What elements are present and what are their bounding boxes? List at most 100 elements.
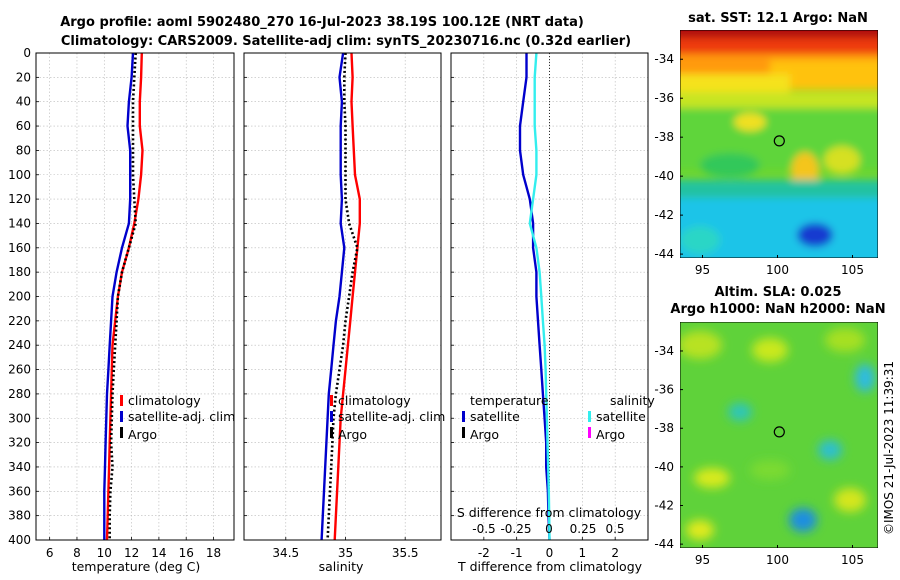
legend-blue-swatch [462, 411, 465, 422]
secondary-tick-label: 0.25 [570, 522, 597, 536]
legend-black-swatch [462, 427, 465, 438]
map-y-tick-label: -38 [654, 130, 674, 144]
legend-magenta-swatch [588, 427, 591, 438]
series-temperature-satellite [518, 53, 551, 541]
y-tick-label: 360 [8, 484, 31, 498]
y-tick-label: 60 [16, 119, 31, 133]
y-tick-label: 200 [8, 290, 31, 304]
x-tick-label: 2 [611, 546, 619, 560]
secondary-tick-label: -0.25 [500, 522, 531, 536]
legend-red-swatch [120, 395, 123, 406]
sla-map-image [680, 322, 878, 548]
map-y-tick-label: -36 [654, 383, 674, 397]
salinity-panel: 34.5 35 35.5 [243, 52, 442, 560]
legend-black-swatch [120, 427, 123, 438]
legend-salinity-head: salinity [610, 393, 655, 408]
copyright-text: ©IMOS 21-Jul-2023 11:39:31 [882, 361, 896, 535]
x-tick-label: -1 [511, 546, 523, 560]
sst-title: sat. SST: 12.1 Argo: NaN [688, 11, 868, 26]
y-tick-label: 80 [16, 143, 31, 157]
legend-blue-swatch [330, 411, 333, 422]
difference-secondary-xlabel: S difference from climatology [457, 505, 642, 520]
map-y-tick-label: -40 [654, 460, 674, 474]
legend-salinity: climatology satellite-adj. clim Argo [330, 393, 445, 442]
secondary-tick-label: 0 [545, 522, 553, 536]
map-y-tick-label: -44 [654, 247, 674, 261]
legend-s-argo: Argo [596, 427, 625, 442]
secondary-tick-labels: -0.5 -0.25 0 0.25 0.5 [472, 522, 624, 536]
series-climatology [333, 52, 361, 541]
legend-t-satellite: satellite [470, 409, 520, 424]
sst-axes: 95 100 105 -34 -36 -38 -40 -42 -44 [654, 52, 864, 277]
panel-frame [243, 52, 442, 541]
y-tick-label: 320 [8, 436, 31, 450]
x-tick-label: 12 [124, 546, 139, 560]
x-tick-label: 0 [546, 546, 554, 560]
x-tick-label: 34.5 [272, 546, 299, 560]
map-y-tick-label: -38 [654, 421, 674, 435]
legend-climatology-2: climatology [338, 393, 411, 408]
legend-temperature-head: temperature [470, 393, 549, 408]
legend-climatology: climatology [128, 393, 201, 408]
sla-title-2: Argo h1000: NaN h2000: NaN [670, 302, 885, 317]
x-tick-label: 18 [206, 546, 221, 560]
y-tick-label: 400 [8, 533, 31, 547]
y-tick-label: 340 [8, 460, 31, 474]
panel-frame [450, 52, 649, 541]
x-tick-label: 16 [179, 546, 194, 560]
series-satellite-adj-clim [103, 52, 135, 540]
legend-difference: temperature satellite Argo salinity sate… [462, 393, 655, 442]
series-climatology [105, 52, 144, 541]
map-y-tick-label: -34 [654, 52, 674, 66]
map-y-tick-label: -42 [654, 499, 674, 513]
y-tick-label: 140 [8, 216, 31, 230]
map-x-tick-label: 95 [695, 263, 710, 277]
y-tick-label: 300 [8, 411, 31, 425]
float-location-marker [773, 426, 785, 438]
y-tick-label: 100 [8, 168, 31, 182]
temperature-panel: 0 20 40 60 80 100 120 140 160 180 200 220 240 260 280 3… [8, 46, 235, 560]
legend-satellite-adj-2: satellite-adj. clim [338, 409, 445, 424]
secondary-tick-label: -0.5 [472, 522, 495, 536]
y-tick-label: 380 [8, 509, 31, 523]
salinity-xlabel: salinity [319, 559, 364, 574]
legend-t-argo: Argo [470, 427, 499, 442]
series-salinity-satellite [528, 52, 551, 541]
x-tick-label: 35 [338, 546, 353, 560]
sla-title-1: Altim. SLA: 0.025 [715, 285, 842, 300]
y-tick-label: 160 [8, 241, 31, 255]
title-line-2: Climatology: CARS2009. Satellite-adj cli… [61, 34, 631, 49]
difference-panel: -2 -1 0 1 2 [450, 52, 649, 560]
legend-blue-swatch [120, 411, 123, 422]
map-y-tick-label: -42 [654, 208, 674, 222]
y-tick-label: 120 [8, 192, 31, 206]
y-tick-label: 20 [16, 70, 31, 84]
y-tick-label: 280 [8, 387, 31, 401]
series-satellite-adj-clim [320, 52, 346, 541]
series-argo [108, 52, 138, 540]
x-tick-label: 14 [151, 546, 166, 560]
y-tick-label: 260 [8, 363, 31, 377]
x-tick-label: 10 [97, 546, 112, 560]
map-y-tick-label: -44 [654, 537, 674, 551]
x-tick-label: 6 [46, 546, 54, 560]
y-tick-label: 0 [23, 46, 31, 60]
difference-xlabel: T difference from climatology [457, 559, 643, 574]
sst-map-image [680, 30, 878, 258]
y-tick-label: 40 [16, 95, 31, 109]
y-tick-label: 240 [8, 338, 31, 352]
x-tick-label: 35.5 [392, 546, 419, 560]
sla-axes: 95 100 105 -34 -36 -38 -40 -42 -44 [654, 344, 864, 567]
legend-argo: Argo [128, 427, 157, 442]
map-y-tick-label: -40 [654, 169, 674, 183]
legend-cyan-swatch [588, 411, 591, 422]
y-tick-label: 180 [8, 265, 31, 279]
legend-black-swatch [330, 427, 333, 438]
map-x-tick-label: 105 [841, 553, 864, 567]
legend-red-swatch [330, 395, 333, 406]
temperature-xlabel: temperature (deg C) [72, 559, 201, 574]
title-line-1: Argo profile: aoml 5902480_270 16-Jul-20… [60, 15, 584, 30]
legend-s-satellite: satellite [596, 409, 646, 424]
map-x-tick-label: 100 [766, 553, 789, 567]
y-tick-label: 220 [8, 314, 31, 328]
